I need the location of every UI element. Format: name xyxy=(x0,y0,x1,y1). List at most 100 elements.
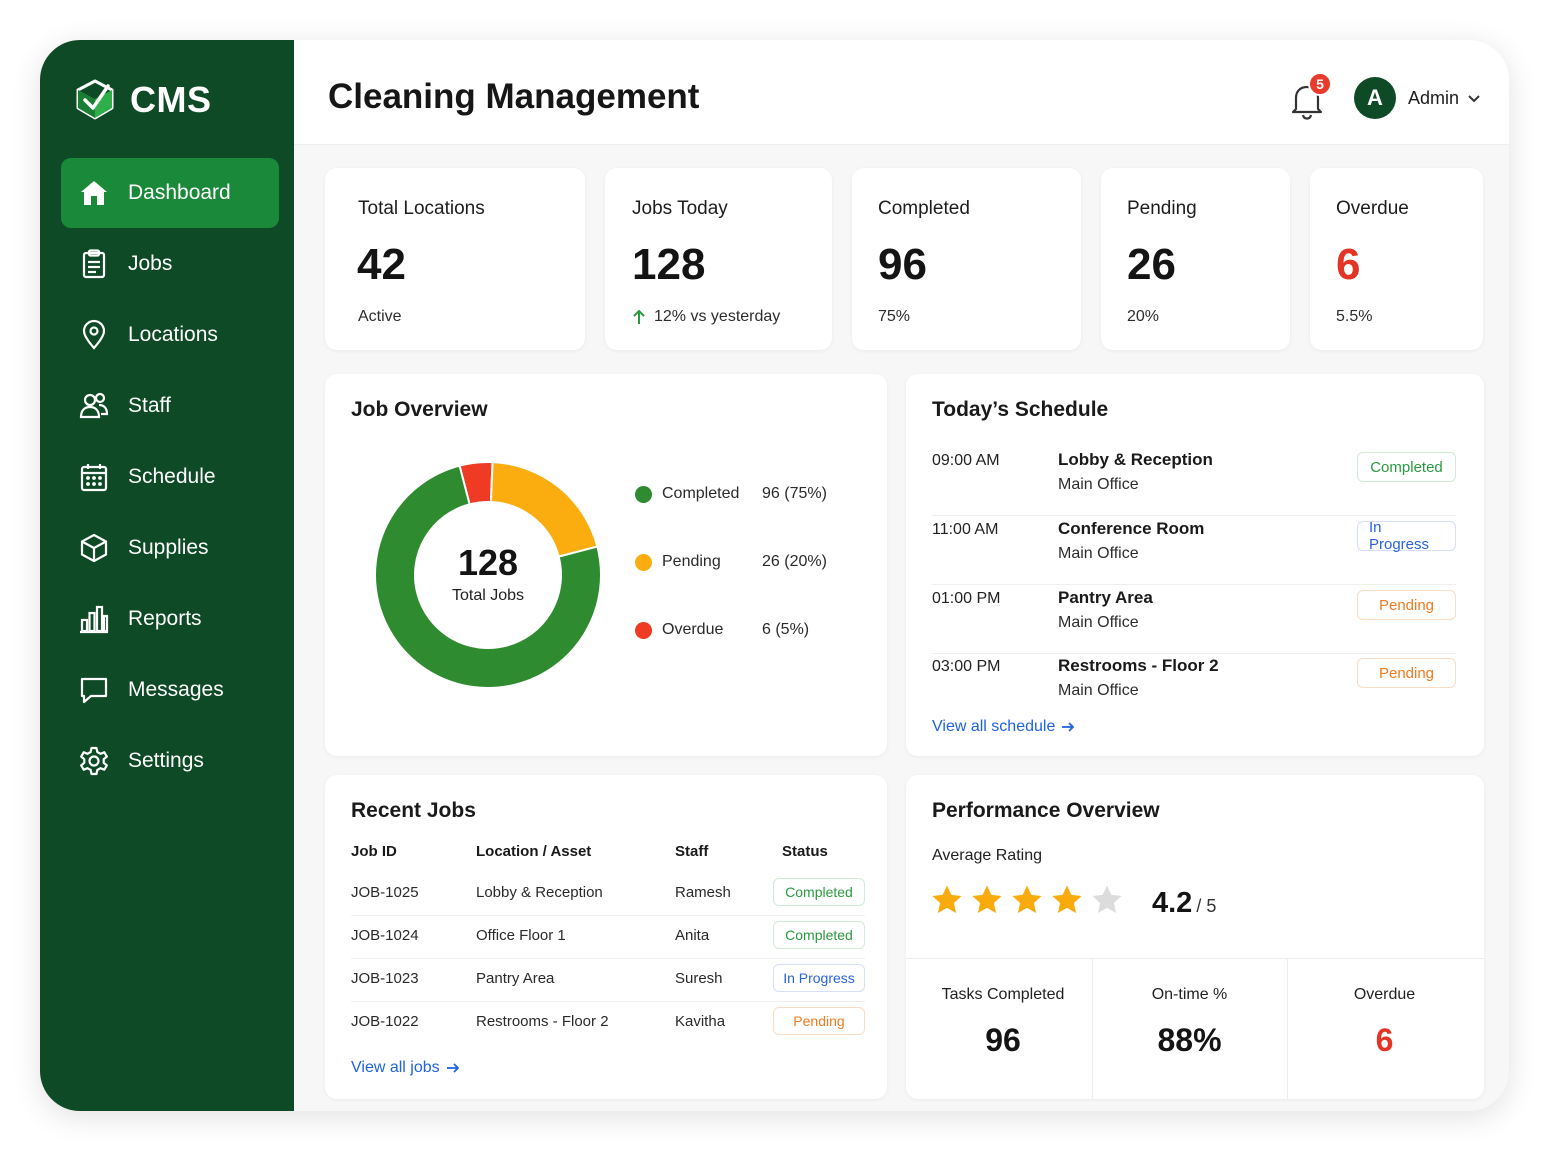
user-name[interactable]: Admin xyxy=(1408,88,1460,108)
schedule-row[interactable]: 09:00 AM Lobby & Reception Main Office C… xyxy=(932,448,1456,516)
stat-label: Completed xyxy=(878,198,970,219)
job-location: Restrooms - Floor 2 xyxy=(476,1013,609,1030)
link-label: View all jobs xyxy=(351,1059,440,1076)
divider xyxy=(906,958,1484,959)
avatar[interactable]: A xyxy=(1354,77,1396,119)
schedule-location: Conference Room xyxy=(1058,519,1205,538)
view-all-schedule-link[interactable]: View all schedule xyxy=(932,718,1075,736)
star-icon xyxy=(932,885,962,914)
home-icon xyxy=(81,181,107,205)
stat-card-jobs-today: Jobs Today 128 12% vs yesterday xyxy=(605,168,832,350)
metric-label: Tasks Completed xyxy=(941,986,1065,1003)
legend-value: 26 (20%) xyxy=(762,553,827,570)
donut-slice-completed xyxy=(374,464,602,689)
sidebar-item-label: Dashboard xyxy=(128,181,231,204)
stat-sub: 5.5% xyxy=(1336,308,1372,326)
legend-dot xyxy=(635,553,652,571)
legend-name: Pending xyxy=(662,553,721,570)
stat-value: 42 xyxy=(357,240,406,289)
sidebar-item-messages[interactable]: Messages xyxy=(61,655,279,725)
star-icon xyxy=(1012,885,1042,914)
legend-item-overdue: Overdue 6 (5%) xyxy=(635,621,809,639)
job-id: JOB-1025 xyxy=(351,884,419,901)
schedule-site: Main Office xyxy=(1058,682,1139,699)
schedule-time: 01:00 PM xyxy=(932,590,1001,607)
stat-sub-text: 20% xyxy=(1127,308,1160,325)
star-icon xyxy=(1052,885,1082,914)
sidebar-item-schedule[interactable]: Schedule xyxy=(61,442,279,512)
status-badge: Completed xyxy=(1357,452,1456,482)
stat-label: Total Locations xyxy=(358,198,485,219)
stat-card-completed: Completed 96 75% xyxy=(852,168,1081,350)
schedule-location: Restrooms - Floor 2 xyxy=(1058,656,1219,675)
schedule-site: Main Office xyxy=(1058,545,1139,562)
sidebar-item-label: Supplies xyxy=(128,536,209,559)
metric-label: On-time % xyxy=(1151,986,1228,1003)
table-row[interactable]: JOB-1025 Lobby & Reception Ramesh Comple… xyxy=(351,873,865,916)
job-location: Office Floor 1 xyxy=(476,927,566,944)
sidebar-item-dashboard[interactable]: Dashboard xyxy=(61,158,279,228)
stat-label: Jobs Today xyxy=(632,198,728,219)
sidebar-item-jobs[interactable]: Jobs xyxy=(61,229,279,299)
brand[interactable]: CMS xyxy=(74,78,212,122)
stat-card-total-locations: Total Locations 42 Active xyxy=(325,168,585,350)
metric-value: 6 xyxy=(1375,1022,1394,1058)
metric-value: 96 xyxy=(985,1022,1021,1058)
job-overview-card: Job Overview 128 Total Jobs Completed 96… xyxy=(325,374,887,756)
sidebar-nav: Dashboard Jobs Locations Staff Schedule … xyxy=(61,158,279,797)
sidebar: CMS Dashboard Jobs Locations Staff Sched… xyxy=(40,40,294,1111)
topbar: Cleaning Management 5 A Admin xyxy=(294,40,1509,145)
recent-jobs-card: Recent Jobs Job ID Location / Asset Staf… xyxy=(325,775,887,1099)
chevron-down-icon[interactable] xyxy=(1466,90,1482,106)
cms-logo-icon xyxy=(76,79,114,120)
schedule-row[interactable]: 03:00 PM Restrooms - Floor 2 Main Office… xyxy=(932,654,1456,722)
status-badge: Completed xyxy=(773,921,865,949)
status-badge: Pending xyxy=(773,1007,865,1035)
sidebar-item-settings[interactable]: Settings xyxy=(61,726,279,796)
job-staff: Anita xyxy=(675,927,710,944)
metric-overdue: Overdue 6 xyxy=(1287,958,1481,1099)
schedule-time: 03:00 PM xyxy=(932,658,1001,675)
message-icon xyxy=(80,677,108,704)
table-row[interactable]: JOB-1022 Restrooms - Floor 2 Kavitha Pen… xyxy=(351,1002,865,1045)
view-all-jobs-link[interactable]: View all jobs xyxy=(351,1059,460,1077)
job-staff: Suresh xyxy=(675,970,723,987)
sidebar-item-label: Staff xyxy=(128,394,171,417)
card-title: Today’s Schedule xyxy=(932,398,1109,421)
schedule-time: 11:00 AM xyxy=(932,521,999,538)
job-staff: Kavitha xyxy=(675,1013,726,1030)
sidebar-item-staff[interactable]: Staff xyxy=(61,371,279,441)
job-id: JOB-1024 xyxy=(351,927,419,944)
schedule-site: Main Office xyxy=(1058,614,1139,631)
table-row[interactable]: JOB-1023 Pantry Area Suresh In Progress xyxy=(351,959,865,1002)
schedule-row[interactable]: 11:00 AM Conference Room Main Office In … xyxy=(932,517,1456,585)
schedule-location: Pantry Area xyxy=(1058,588,1153,607)
schedule-row[interactable]: 01:00 PM Pantry Area Main Office Pending xyxy=(932,586,1456,654)
box-icon xyxy=(80,533,108,563)
stat-sub: 75% xyxy=(878,308,910,326)
stat-sub: 12% vs yesterday xyxy=(632,308,780,326)
job-staff: Ramesh xyxy=(675,884,731,901)
status-badge: Pending xyxy=(1357,658,1456,688)
stat-sub-text: 12% vs yesterday xyxy=(654,308,781,325)
sidebar-item-locations[interactable]: Locations xyxy=(61,300,279,370)
clipboard-icon xyxy=(82,249,106,279)
bar-chart-icon xyxy=(80,605,109,634)
legend-value: 96 (75%) xyxy=(762,485,827,502)
link-label: View all schedule xyxy=(932,718,1056,735)
metric-tasks-completed: Tasks Completed 96 xyxy=(906,958,1100,1099)
sidebar-item-supplies[interactable]: Supplies xyxy=(61,513,279,583)
sidebar-item-reports[interactable]: Reports xyxy=(61,584,279,654)
star-icon xyxy=(972,885,1002,914)
job-location: Pantry Area xyxy=(476,970,555,987)
stat-value: 96 xyxy=(878,240,927,289)
legend-item-pending: Pending 26 (20%) xyxy=(635,553,827,571)
calendar-icon xyxy=(80,464,108,492)
card-title: Recent Jobs xyxy=(351,799,476,822)
column-header-job-id: Job ID xyxy=(351,843,397,860)
sidebar-item-label: Schedule xyxy=(128,465,216,488)
table-row[interactable]: JOB-1024 Office Floor 1 Anita Completed xyxy=(351,916,865,959)
sidebar-item-label: Settings xyxy=(128,749,204,772)
column-header-status: Status xyxy=(782,843,828,860)
rating-value: 4.2 xyxy=(1152,887,1193,919)
